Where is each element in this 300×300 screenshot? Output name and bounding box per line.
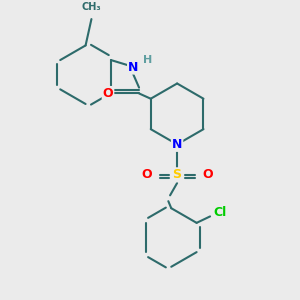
Text: O: O <box>141 168 152 181</box>
Text: CH₃: CH₃ <box>82 2 101 12</box>
Text: H: H <box>143 55 152 65</box>
Text: S: S <box>172 168 182 181</box>
Text: O: O <box>202 168 213 181</box>
Text: N: N <box>172 138 182 151</box>
Text: Cl: Cl <box>213 206 227 219</box>
Text: N: N <box>128 61 138 74</box>
Text: O: O <box>103 87 113 100</box>
